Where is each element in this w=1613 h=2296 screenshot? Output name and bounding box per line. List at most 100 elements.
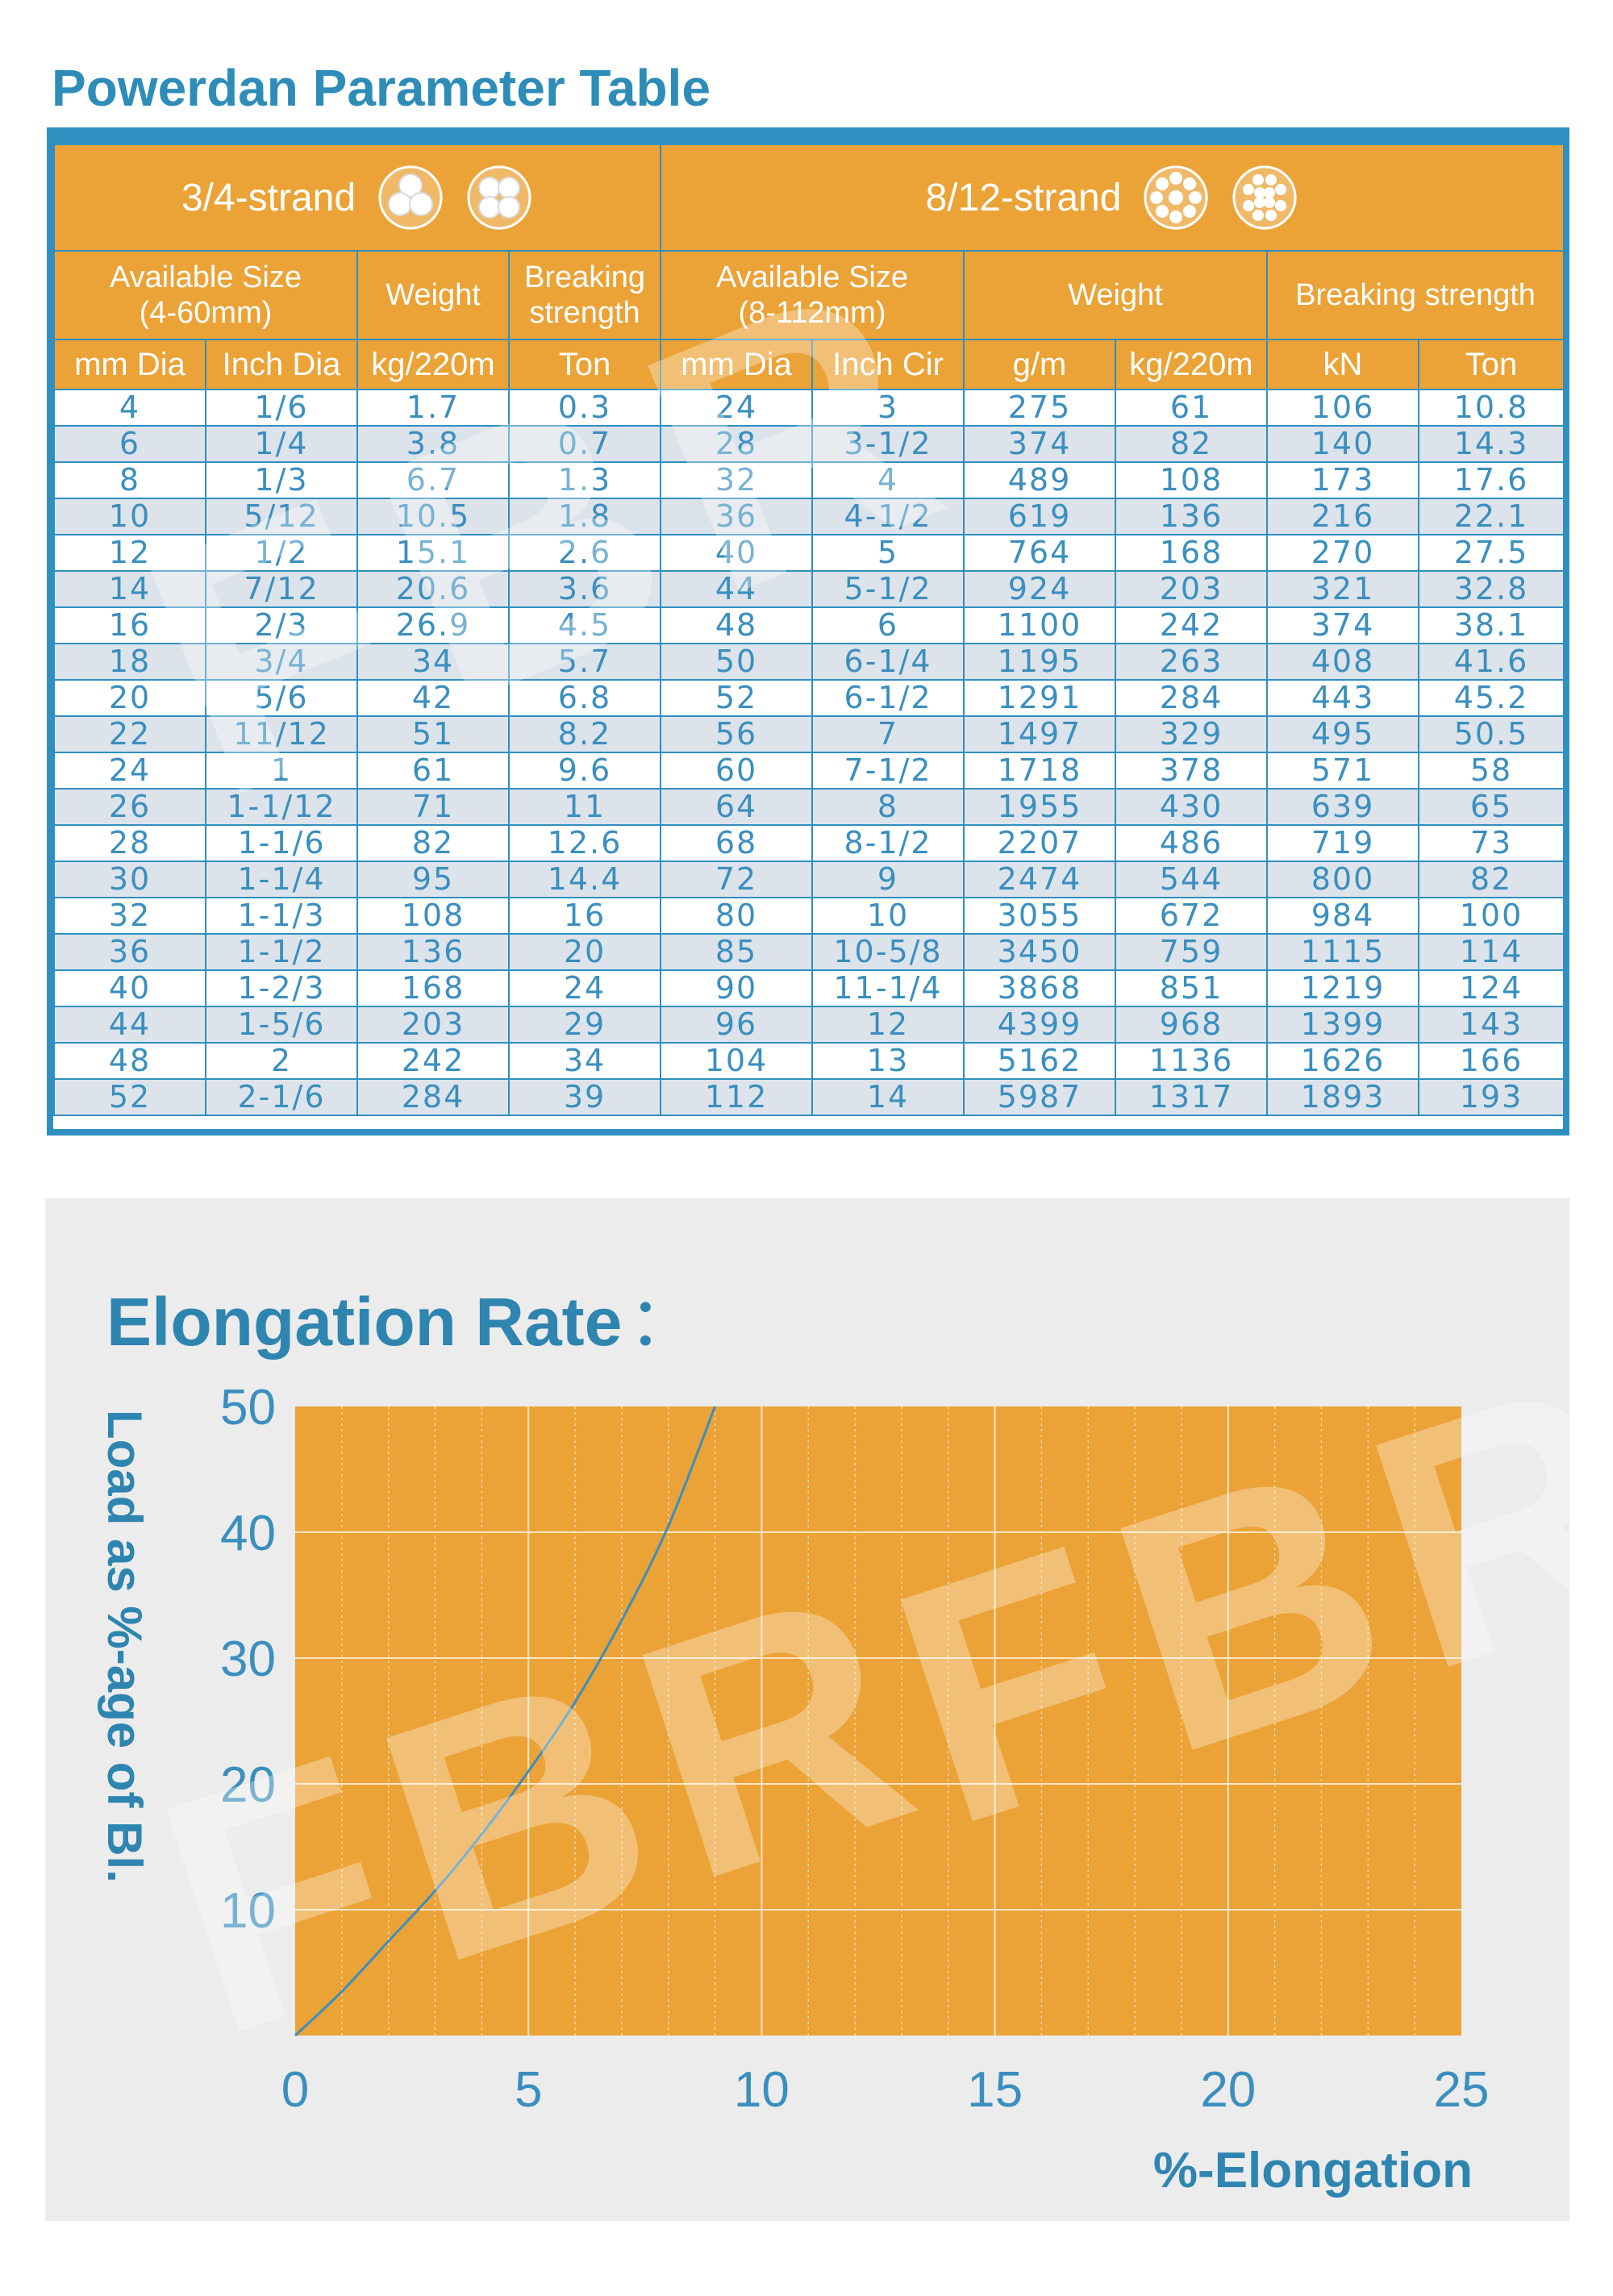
table-cell: 1-1/12 xyxy=(205,788,358,826)
table-cell: 28 xyxy=(53,824,206,862)
table-cell: 136 xyxy=(356,933,510,971)
table-cell: 1/2 xyxy=(205,534,358,572)
table-cell: 443 xyxy=(1266,679,1419,717)
subheader-breaking-right: Breaking strength xyxy=(1266,250,1565,340)
table-cell: 106 xyxy=(1266,389,1419,427)
table-cell: 8 xyxy=(811,788,965,826)
table-cell: 3.8 xyxy=(356,425,510,463)
table-cell: 10-5/8 xyxy=(811,933,965,971)
table-cell: 112 xyxy=(660,1078,813,1116)
table-cell: 15.1 xyxy=(356,534,510,572)
table-cell: 284 xyxy=(356,1078,510,1116)
table-cell: 11/12 xyxy=(205,715,358,753)
table-cell: 5987 xyxy=(963,1078,1116,1116)
table-cell: 1497 xyxy=(963,715,1116,753)
table-cell: 374 xyxy=(963,425,1116,463)
avail-size-right-label: Available Size xyxy=(715,260,908,294)
table-cell: 71 xyxy=(356,788,510,826)
table-cell: 984 xyxy=(1266,897,1419,935)
table-row: 28 1-1/6 82 12.6 68 8-1/2 2207 486 719 73 xyxy=(53,824,1565,862)
table-cell: 430 xyxy=(1115,788,1268,826)
table-cell: 4 xyxy=(811,461,965,499)
table-cell: 4.5 xyxy=(508,606,661,644)
table-cell: 329 xyxy=(1115,715,1268,753)
table-row: 20 5/6 42 6.8 52 6-1/2 1291 284 443 45.2 xyxy=(53,679,1565,717)
table-cell: 408 xyxy=(1266,643,1419,681)
table-cell: 1100 xyxy=(963,606,1116,644)
table-row: 4 1/6 1.7 0.3 24 3 275 61 106 10.8 xyxy=(53,389,1565,427)
table-cell: 13 xyxy=(811,1042,965,1080)
table-row: 22 11/12 51 8.2 56 7 1497 329 495 50.5 xyxy=(53,715,1565,753)
table-cell: 2 xyxy=(205,1042,358,1080)
elongation-chart: 0 5 10 15 20 25 10 20 30 40 50 Load as %-age of B… xyxy=(98,1380,1490,2198)
table-cell: 68 xyxy=(660,824,813,862)
table-cell: 6 xyxy=(53,425,206,463)
table-cell: 12 xyxy=(811,1006,965,1044)
table-cell: 10.5 xyxy=(356,498,510,535)
table-cell: 1317 xyxy=(1115,1078,1268,1116)
table-cell: 1136 xyxy=(1115,1042,1268,1080)
table-cell: 10.8 xyxy=(1418,389,1565,427)
table-cell: 1-5/6 xyxy=(205,1006,358,1044)
table-cell: 24 xyxy=(660,389,813,427)
group-label-right: 8/12-strand xyxy=(925,176,1122,219)
table-cell: 8.2 xyxy=(508,715,661,753)
table-cell: 18 xyxy=(53,643,206,681)
table-row: 32 1-1/3 108 16 80 10 3055 672 984 100 xyxy=(53,897,1565,935)
table-cell: 10 xyxy=(53,498,206,535)
subheader-breaking-left: Breaking strength xyxy=(508,250,661,340)
table-cell: 10 xyxy=(811,897,965,935)
table-cell: 27.5 xyxy=(1418,534,1565,572)
table-cell: 1626 xyxy=(1266,1042,1419,1080)
table-cell: 36 xyxy=(53,933,206,971)
table-cell: 11 xyxy=(508,788,661,826)
table-cell: 50.5 xyxy=(1418,715,1565,753)
table-row: 14 7/12 20.6 3.6 44 5-1/2 924 203 321 32.8 xyxy=(53,570,1565,608)
table-cell: 61 xyxy=(356,752,510,790)
table-cell: 5/6 xyxy=(205,679,358,717)
series-line-elongation xyxy=(294,1406,716,2037)
table-row: 12 1/2 15.1 2.6 40 5 764 168 270 27.5 xyxy=(53,534,1565,572)
table-cell: 2474 xyxy=(963,860,1116,898)
table-cell: 3.6 xyxy=(508,570,661,608)
table-cell: 58 xyxy=(1418,752,1565,790)
table-cell: 3450 xyxy=(963,933,1116,971)
table-cell: 1/6 xyxy=(205,389,358,427)
unit-header: kg/220m xyxy=(356,339,510,390)
table-cell: 3-1/2 xyxy=(811,425,965,463)
table-row: 10 5/12 10.5 1.8 36 4-1/2 619 136 216 22.1 xyxy=(53,498,1565,535)
table-cell: 719 xyxy=(1266,824,1419,862)
table-cell: 1-1/2 xyxy=(205,933,358,971)
unit-header: kN xyxy=(1266,339,1419,390)
unit-header: g/m xyxy=(963,339,1116,390)
table-row: 26 1-1/12 71 11 64 8 1955 430 639 65 xyxy=(53,788,1565,826)
table-cell: 39 xyxy=(508,1078,661,1116)
x-tick-labels: 0 5 10 15 20 25 xyxy=(281,2062,1490,2118)
table-cell: 51 xyxy=(356,715,510,753)
table-cell: 100 xyxy=(1418,897,1565,935)
table-cell: 5-1/2 xyxy=(811,570,965,608)
table-cell: 216 xyxy=(1266,498,1419,535)
group-label-left: 3/4-strand xyxy=(181,176,356,219)
table-row: 18 3/4 34 5.7 50 6-1/4 1195 263 408 41.6 xyxy=(53,643,1565,681)
table-cell: 20.6 xyxy=(356,570,510,608)
table-row: 36 1-1/2 136 20 85 10-5/8 3450 759 1115 114 xyxy=(53,933,1565,971)
table-row: 52 2-1/6 284 39 112 14 5987 1317 1893 193 xyxy=(53,1078,1565,1116)
table-cell: 173 xyxy=(1266,461,1419,499)
table-row: 24 1 61 9.6 60 7-1/2 1718 378 571 58 xyxy=(53,752,1565,790)
subheader-weight-left: Weight xyxy=(356,250,510,340)
table-cell: 203 xyxy=(1115,570,1268,608)
subheader-available-size-right: Available Size (8-112mm) xyxy=(660,250,965,340)
table-cell: 9.6 xyxy=(508,752,661,790)
table-cell: 544 xyxy=(1115,860,1268,898)
table-cell: 108 xyxy=(1115,461,1268,499)
table-cell: 40 xyxy=(660,534,813,572)
unit-header: kg/220m xyxy=(1115,339,1268,390)
table-cell: 1-1/6 xyxy=(205,824,358,862)
table-cell: 26.9 xyxy=(356,606,510,644)
y-tick-label: 50 xyxy=(220,1380,276,1436)
table-row: 16 2/3 26.9 4.5 48 6 1100 242 374 38.1 xyxy=(53,606,1565,644)
table-cell: 96 xyxy=(660,1006,813,1044)
table-cell: 50 xyxy=(660,643,813,681)
table-cell: 1 xyxy=(205,752,358,790)
